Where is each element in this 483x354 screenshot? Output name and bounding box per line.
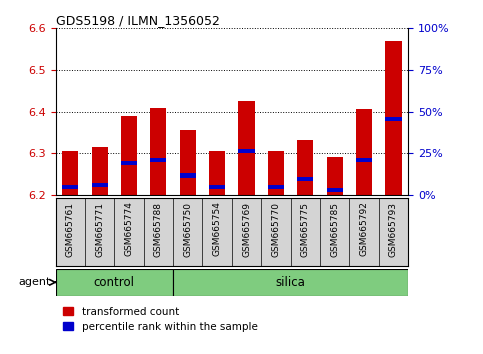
Bar [268, 185, 284, 189]
Bar [92, 147, 108, 195]
Bar [239, 149, 255, 153]
Bar [150, 108, 167, 195]
Bar [209, 151, 225, 195]
Text: control: control [94, 276, 135, 289]
Bar [121, 161, 137, 165]
Bar [297, 140, 313, 195]
Bar [150, 158, 167, 162]
Text: GSM665769: GSM665769 [242, 202, 251, 257]
Bar [385, 41, 401, 195]
Bar [209, 185, 225, 189]
Bar [268, 151, 284, 195]
Bar [385, 116, 401, 121]
Text: GSM665775: GSM665775 [301, 202, 310, 257]
Bar [62, 185, 78, 189]
Text: GSM665788: GSM665788 [154, 202, 163, 257]
Bar [356, 158, 372, 162]
Bar [56, 269, 173, 296]
Bar [180, 130, 196, 195]
Legend: transformed count, percentile rank within the sample: transformed count, percentile rank withi… [58, 303, 262, 336]
Text: agent: agent [19, 277, 51, 287]
Text: GSM665750: GSM665750 [183, 202, 192, 257]
Text: GSM665754: GSM665754 [213, 202, 222, 257]
Text: GSM665785: GSM665785 [330, 202, 339, 257]
Text: GSM665792: GSM665792 [359, 202, 369, 257]
Text: GSM665771: GSM665771 [95, 202, 104, 257]
Bar [92, 183, 108, 187]
Text: GSM665770: GSM665770 [271, 202, 281, 257]
Bar [356, 109, 372, 195]
Bar [327, 157, 343, 195]
Bar [180, 173, 196, 178]
Text: GDS5198 / ILMN_1356052: GDS5198 / ILMN_1356052 [56, 14, 219, 27]
Text: GSM665761: GSM665761 [66, 202, 75, 257]
Bar [173, 269, 408, 296]
Bar [327, 188, 343, 192]
Bar [297, 177, 313, 181]
Text: silica: silica [276, 276, 306, 289]
Bar [121, 116, 137, 195]
Text: GSM665774: GSM665774 [125, 202, 133, 257]
Text: GSM665793: GSM665793 [389, 202, 398, 257]
Bar [62, 151, 78, 195]
Bar [239, 101, 255, 195]
